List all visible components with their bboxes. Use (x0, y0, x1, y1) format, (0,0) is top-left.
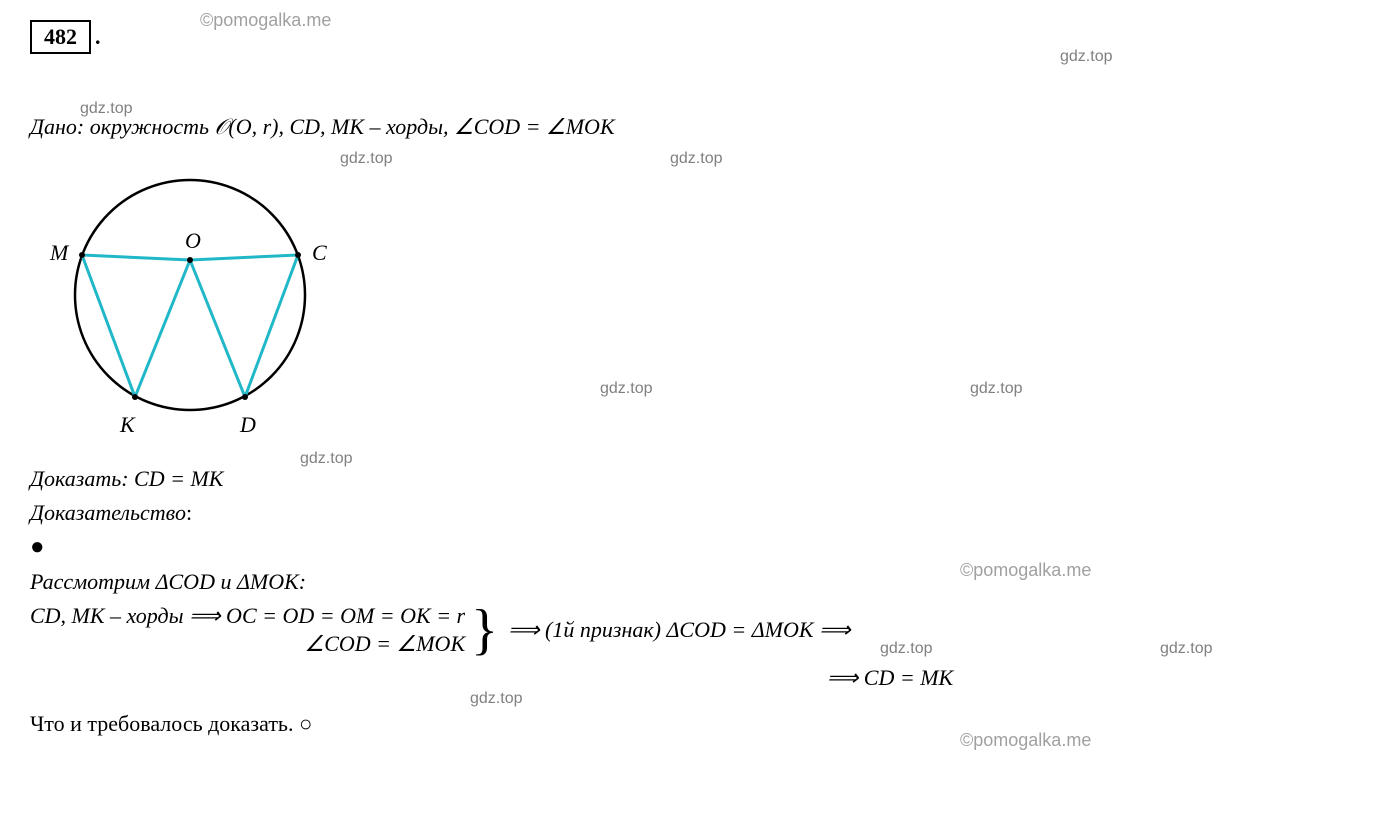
condition-1: CD, MK – хорды ⟹ OC = OD = OM = OK = r (30, 603, 465, 629)
watermark-gdz: gdz.top (600, 380, 652, 398)
geometry-svg: M O C K D (40, 160, 340, 440)
problem-number: 482 (30, 20, 91, 54)
radius-oc (190, 255, 298, 260)
watermark-pomogalka: ©pomogalka.me (200, 10, 331, 31)
prove-text: : CD = MK (121, 466, 223, 491)
watermark-gdz: gdz.top (670, 150, 722, 168)
point-c (295, 252, 301, 258)
proof-derivation: CD, MK – хорды ⟹ OC = OD = OM = OK = r ∠… (30, 603, 1370, 691)
circle (75, 180, 305, 410)
radius-od (190, 260, 245, 397)
qed-line: Что и требовалось доказать. ○ (30, 711, 1370, 737)
watermark-gdz: gdz.top (300, 450, 352, 468)
qed-text: Что и требовалось доказать. ○ (30, 711, 312, 736)
proof-label-line: Доказательство: (30, 500, 1370, 526)
label-m: M (49, 240, 70, 265)
prove-label: Доказать (30, 466, 121, 491)
label-o: O (185, 228, 201, 253)
circle-diagram: M O C K D (40, 160, 1370, 446)
proof-colon: : (186, 500, 192, 525)
brace-icon: } (471, 608, 498, 653)
point-d (242, 394, 248, 400)
watermark-pomogalka: ©pomogalka.me (960, 730, 1091, 751)
problem-period: . (95, 24, 101, 50)
label-c: C (312, 240, 327, 265)
point-o (187, 257, 193, 263)
label-d: D (239, 412, 256, 437)
point-k (132, 394, 138, 400)
watermark-gdz: gdz.top (340, 150, 392, 168)
given-text: : окружность 𝒪(O, r), CD, MK – хорды, ∠C… (77, 114, 615, 139)
point-m (79, 252, 85, 258)
bullet-line: ● (30, 534, 1370, 561)
watermark-gdz: gdz.top (80, 100, 132, 118)
conclusion-2: ⟹ CD = MK (410, 665, 1370, 691)
watermark-gdz: gdz.top (1060, 48, 1112, 66)
watermark-pomogalka: ©pomogalka.me (960, 560, 1091, 581)
condition-2: ∠COD = ∠MOK (304, 631, 465, 657)
consider-line: Рассмотрим ΔCOD и ΔMOK: (30, 569, 1370, 595)
radius-om (82, 255, 190, 260)
conclusion-1: ⟹ (1й признак) ΔCOD = ΔMOK ⟹ (508, 617, 851, 643)
watermark-gdz: gdz.top (970, 380, 1022, 398)
radius-ok (135, 260, 190, 397)
label-k: K (119, 412, 136, 437)
prove-line: Доказать: CD = MK (30, 466, 1370, 492)
conditions-group: CD, MK – хорды ⟹ OC = OD = OM = OK = r ∠… (30, 603, 465, 657)
watermark-gdz: gdz.top (470, 690, 522, 708)
bullet-icon: ● (30, 534, 45, 560)
given-label: Дано (30, 114, 77, 139)
given-line: Дано: окружность 𝒪(O, r), CD, MK – хорды… (30, 114, 1370, 140)
proof-label: Доказательство (30, 500, 186, 525)
